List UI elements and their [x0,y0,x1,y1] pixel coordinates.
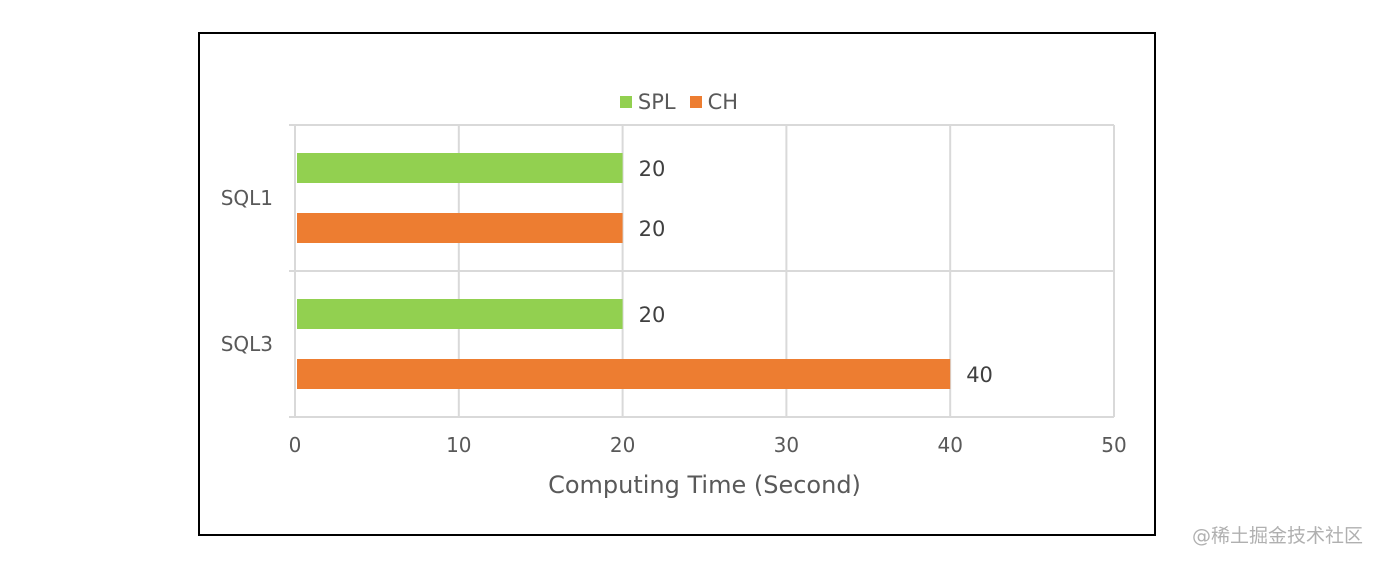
bar-spl-sql3 [297,299,623,329]
x-tick-label-1: 10 [446,433,471,457]
bar-spl-sql1 [297,153,623,183]
x-tick-label-2: 20 [610,433,635,457]
legend-swatch-spl [619,96,632,108]
watermark: @稀土掘金技术社区 [1192,525,1364,547]
bar-ch-sql1 [297,213,623,243]
legend-swatch-ch [689,96,702,108]
category-label-sql1: SQL1 [221,186,273,210]
data-label-spl-sql1: 20 [639,157,666,181]
legend-entry-spl: SPL [619,90,676,114]
x-tick-label-5: 50 [1101,433,1126,457]
legend-label-spl: SPL [637,90,676,114]
data-label-ch-sql3: 40 [966,363,993,387]
chart-legend: SPL CH [200,90,1158,114]
legend-entry-ch: CH [689,90,739,114]
x-tick-label-4: 40 [937,433,962,457]
bar-chart: SQL1 20 20 SQL3 20 40 0 10 20 30 40 50 Computing Tim… [221,124,1127,499]
data-label-ch-sql1: 20 [639,217,666,241]
x-tick-label-0: 0 [289,433,302,457]
bar-ch-sql3 [297,359,951,389]
category-label-sql3: SQL3 [221,332,273,356]
x-tick-label-3: 30 [774,433,799,457]
x-axis-title: Computing Time (Second) [548,471,861,499]
legend-label-ch: CH [707,90,739,114]
data-label-spl-sql3: 20 [639,303,666,327]
chart-frame: SPL CH SQL1 20 20 SQL3 20 40 0 10 20 30 40 50 Comput… [198,32,1156,536]
